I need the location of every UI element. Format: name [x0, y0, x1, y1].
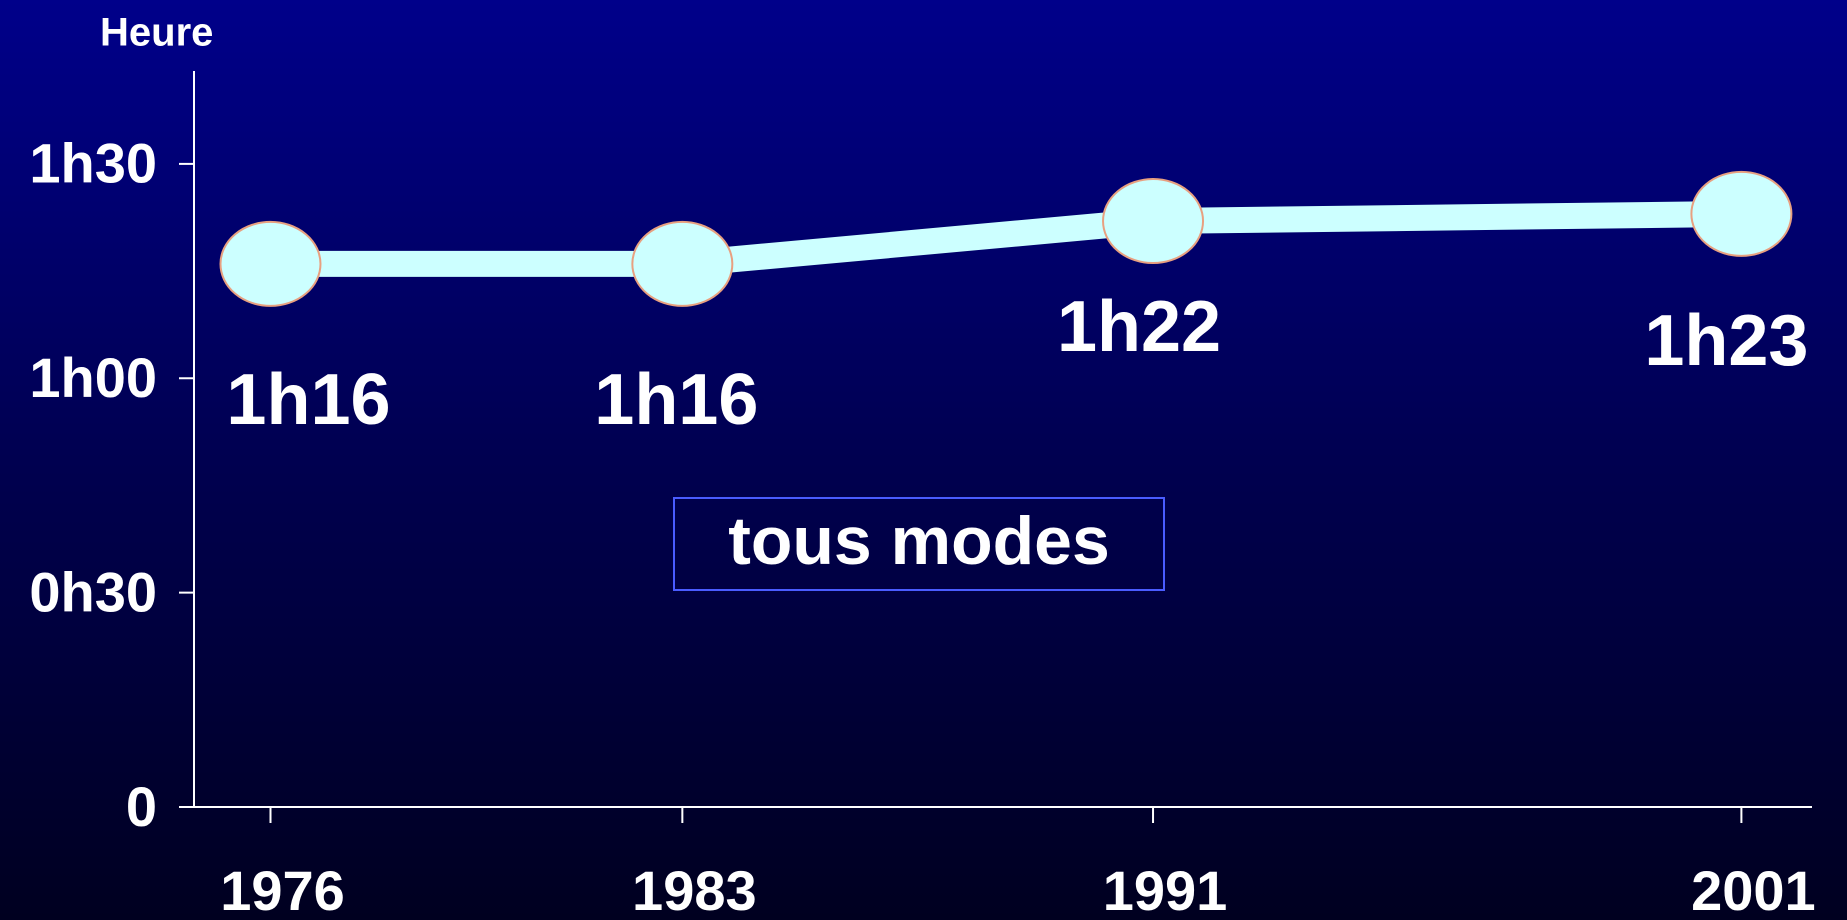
- marker: [219, 220, 322, 307]
- data-label: 1h16: [226, 360, 390, 440]
- data-label: 1h23: [1644, 301, 1808, 381]
- y-tick-label: 0h30: [29, 560, 157, 623]
- line: [270, 200, 1742, 277]
- y-tick-label: 1h00: [29, 346, 157, 409]
- data-label: 1h16: [594, 360, 758, 440]
- x-tick-label: 1976: [220, 859, 345, 920]
- marker: [1690, 170, 1793, 257]
- y-axis-label: Heure: [100, 11, 213, 55]
- x-tick-label: 1983: [632, 859, 757, 920]
- marker: [631, 220, 734, 307]
- y-tick-label: 0: [126, 775, 157, 838]
- y-tick-label: 1h30: [29, 132, 157, 195]
- annotation: tous modes: [728, 503, 1110, 579]
- x-tick-label: 1991: [1103, 859, 1228, 920]
- annotation-box: [673, 497, 1165, 591]
- data-label: 1h22: [1057, 287, 1221, 367]
- marker: [1102, 178, 1205, 265]
- x-tick-label: 2001: [1691, 859, 1816, 920]
